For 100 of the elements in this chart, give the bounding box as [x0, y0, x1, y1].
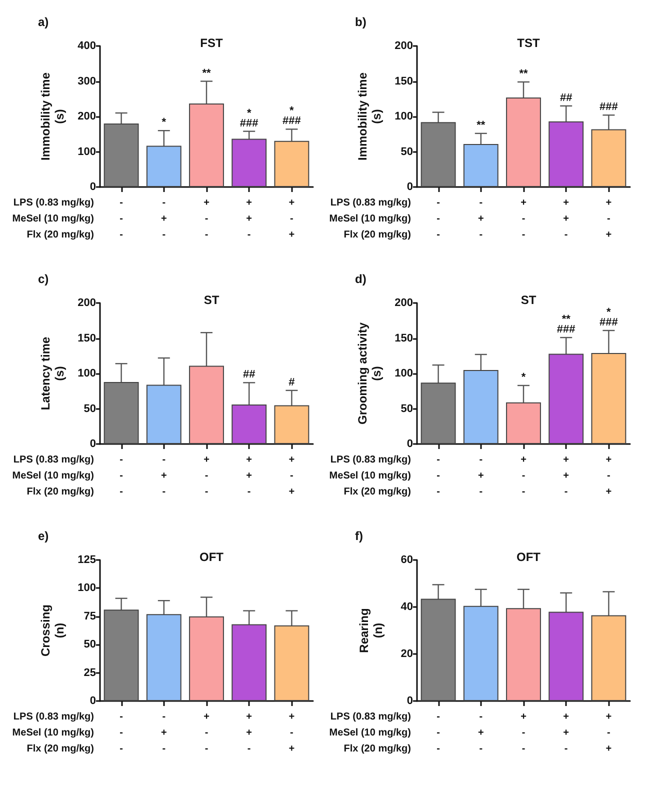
y-axis-title: Immobility time (s) [38, 72, 67, 161]
y-tick-label: 300 [78, 75, 96, 88]
y-tick-label: 0 [406, 438, 413, 450]
annotation: ### [600, 101, 618, 114]
annotation: ## [242, 368, 256, 381]
x-tick-label: - + - [160, 712, 167, 754]
x-tick-label: + - - [520, 454, 527, 498]
annotation: ** ### [556, 314, 576, 336]
x-tick-label: + - + [288, 454, 295, 498]
text: Flx (20 mg/kg) [344, 230, 411, 240]
x-tick-label: + - - [204, 198, 210, 240]
x-tick-label: - - - [120, 454, 123, 498]
annotation: ** [202, 67, 212, 80]
chart-title: TST [517, 36, 540, 50]
x-tick-label: - - - [436, 712, 440, 754]
y-tick-label: 400 [78, 40, 96, 52]
x-tick-label: + - + [288, 712, 295, 754]
y-tick-label: 100 [78, 146, 96, 158]
x-tick-label: + + - [246, 454, 252, 498]
text: b) [355, 15, 366, 29]
chart-title: OFT [516, 550, 542, 564]
y-tick-label: 150 [394, 332, 413, 344]
x-tick-label: + - - [204, 454, 210, 498]
y-tick-label: 25 [84, 666, 96, 679]
x-tick-label: - + - [160, 198, 167, 240]
y-tick-label: 0 [90, 438, 96, 450]
text: d) [355, 272, 366, 286]
x-tick-label: + - + [288, 198, 295, 240]
x-tick-label: + + - [246, 712, 252, 754]
y-tick-label: 150 [394, 75, 413, 88]
x-tick-label: + + - [563, 198, 570, 240]
text: MeSel (10 mg/kg) [329, 470, 411, 482]
y-tick-label: 200 [78, 297, 96, 309]
x-tick-label: - - - [120, 712, 123, 754]
text: MeSel (10 mg/kg) [329, 728, 411, 738]
text: Flx (20 mg/kg) [26, 230, 94, 240]
x-tick-label: + - + [606, 198, 612, 240]
y-tick-label: 50 [84, 402, 96, 415]
annotation: * ### [600, 306, 618, 328]
y-tick-label: 0 [406, 695, 413, 707]
x-tick-label: - + - [478, 198, 484, 240]
annotation: * ### [282, 105, 301, 128]
x-tick-label: + - + [606, 712, 612, 754]
y-tick-label: 200 [394, 297, 413, 309]
x-tick-label: - + - [478, 712, 484, 754]
y-tick-label: 40 [400, 601, 413, 613]
y-tick-label: 100 [394, 368, 413, 380]
y-axis-title: Crossing (n) [38, 604, 67, 657]
text: LPS (0.83 mg/kg) [330, 198, 411, 208]
x-tick-label: + - - [204, 712, 210, 754]
chart-title: ST [520, 293, 537, 307]
annotation: ** [519, 68, 528, 80]
text: LPS (0.83 mg/kg) [13, 712, 94, 722]
x-tick-label: + - - [520, 712, 527, 754]
x-tick-label: - - - [436, 198, 440, 240]
x-tick-label: - + - [478, 454, 484, 498]
text: c) [38, 272, 49, 286]
y-axis-title: Latency time (s) [38, 336, 67, 410]
text: LPS (0.83 mg/kg) [13, 198, 94, 208]
x-tick-label: - + - [160, 454, 167, 498]
y-tick-label: 150 [78, 332, 96, 344]
y-tick-label: 50 [400, 402, 413, 415]
annotation: # [288, 376, 295, 388]
y-axis-title: Grooming activity (s) [356, 322, 384, 425]
y-tick-label: 50 [84, 638, 96, 651]
text: LPS (0.83 mg/kg) [330, 712, 411, 722]
y-tick-label: 100 [78, 368, 96, 380]
text: MeSel (10 mg/kg) [329, 214, 411, 224]
chart-title: FST [200, 36, 224, 50]
y-tick-label: 200 [394, 40, 413, 52]
annotation: ## [560, 92, 572, 104]
y-tick-label: 50 [400, 146, 413, 158]
text: MeSel (10 mg/kg) [12, 214, 94, 224]
text: MeSel (10 mg/kg) [12, 728, 94, 738]
x-tick-label: + + - [563, 454, 570, 498]
x-tick-label: + + - [246, 198, 252, 240]
annotation: * [521, 371, 526, 384]
y-axis-title: Rearing (n) [357, 608, 385, 653]
y-tick-label: 0 [90, 695, 96, 707]
text: LPS (0.83 mg/kg) [330, 454, 411, 466]
y-tick-label: 200 [78, 110, 96, 122]
x-tick-label: + - - [520, 198, 527, 240]
y-tick-label: 125 [78, 554, 96, 566]
chart-title: OFT [200, 550, 224, 564]
y-tick-label: 75 [84, 610, 96, 622]
text: Flx (20 mg/kg) [344, 486, 411, 498]
text: a) [38, 15, 49, 29]
text: f) [355, 529, 363, 543]
y-tick-label: 60 [400, 554, 413, 566]
x-tick-label: - - - [120, 198, 123, 240]
annotation: * ### [240, 107, 258, 130]
annotation: * [162, 116, 167, 129]
annotation: ** [476, 119, 486, 132]
y-tick-label: 100 [394, 110, 413, 122]
text: Flx (20 mg/kg) [344, 744, 411, 754]
x-tick-label: - - - [436, 454, 440, 498]
text: LPS (0.83 mg/kg) [13, 454, 94, 466]
chart-title: ST [204, 293, 220, 307]
text: Flx (20 mg/kg) [26, 486, 94, 498]
text: Flx (20 mg/kg) [26, 744, 94, 754]
